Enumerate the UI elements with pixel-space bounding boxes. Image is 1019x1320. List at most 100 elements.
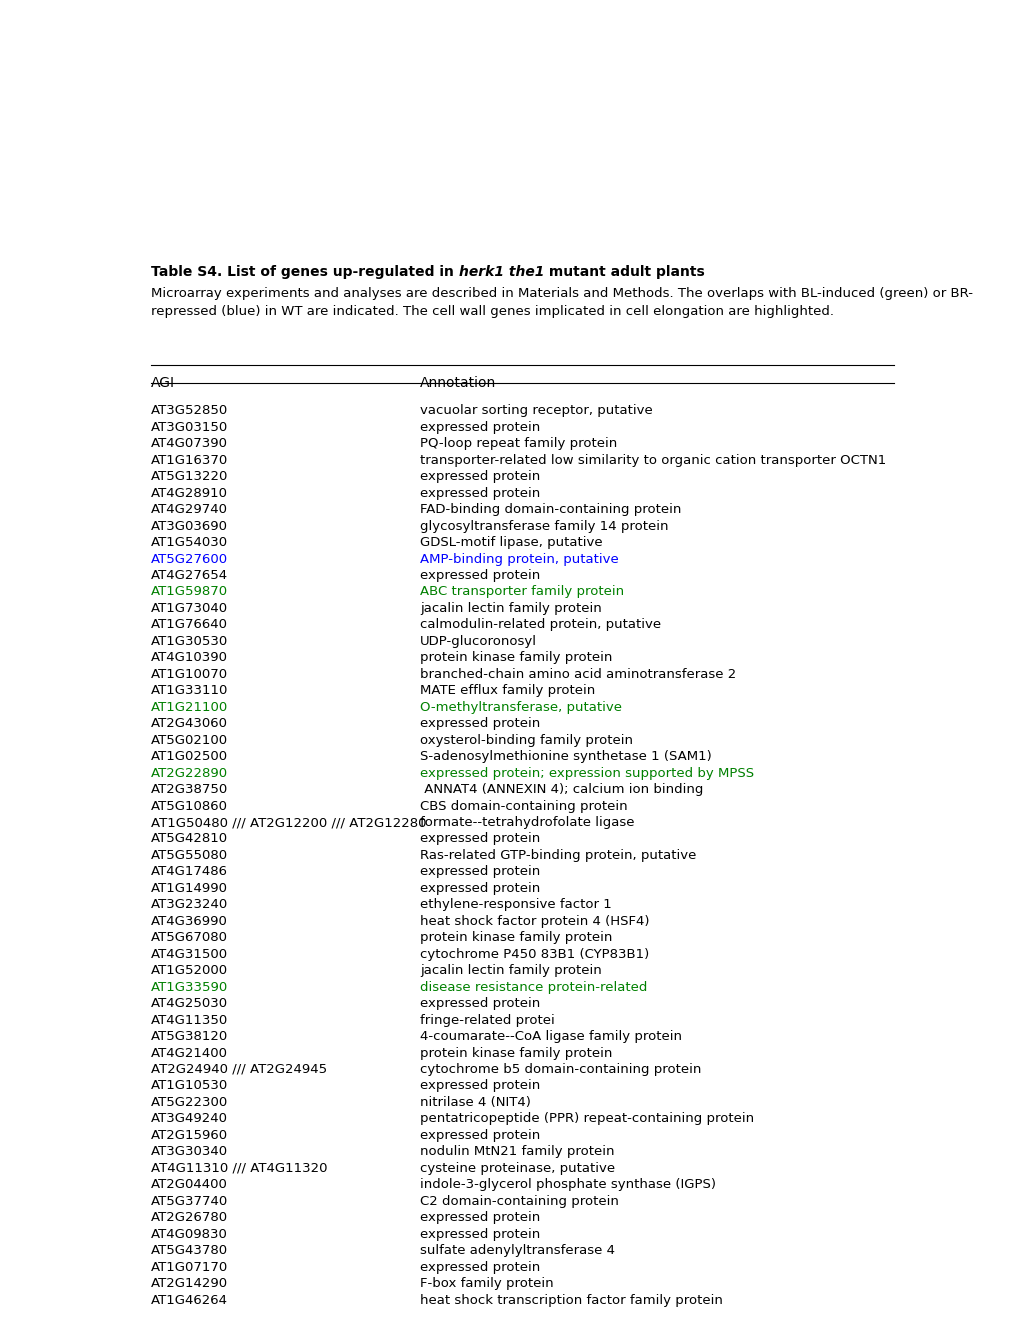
Text: AT1G21100: AT1G21100 [151, 701, 228, 714]
Text: expressed protein: expressed protein [420, 1129, 540, 1142]
Text: UDP-glucoronosyl: UDP-glucoronosyl [420, 635, 536, 648]
Text: AT1G50480 /// AT2G12200 /// AT2G12280: AT1G50480 /// AT2G12200 /// AT2G12280 [151, 816, 426, 829]
Text: AT5G42810: AT5G42810 [151, 833, 228, 846]
Text: AT3G49240: AT3G49240 [151, 1113, 228, 1126]
Text: AT5G22300: AT5G22300 [151, 1096, 228, 1109]
Text: expressed protein: expressed protein [420, 1228, 540, 1241]
Text: protein kinase family protein: protein kinase family protein [420, 651, 611, 664]
Text: fringe-related protei: fringe-related protei [420, 1014, 554, 1027]
Text: expressed protein: expressed protein [420, 569, 540, 582]
Text: expressed protein: expressed protein [420, 833, 540, 846]
Text: repressed (blue) in WT are indicated. The cell wall genes implicated in cell elo: repressed (blue) in WT are indicated. Th… [151, 305, 834, 318]
Text: AT5G02100: AT5G02100 [151, 734, 228, 747]
Text: expressed protein: expressed protein [420, 487, 540, 500]
Text: AT2G43060: AT2G43060 [151, 717, 228, 730]
Text: O-methyltransferase, putative: O-methyltransferase, putative [420, 701, 622, 714]
Text: Ras-related GTP-binding protein, putative: Ras-related GTP-binding protein, putativ… [420, 849, 696, 862]
Text: nitrilase 4 (NIT4): nitrilase 4 (NIT4) [420, 1096, 530, 1109]
Text: oxysterol-binding family protein: oxysterol-binding family protein [420, 734, 633, 747]
Text: AT4G21400: AT4G21400 [151, 1047, 228, 1060]
Text: AT3G03150: AT3G03150 [151, 421, 228, 434]
Text: formate--tetrahydrofolate ligase: formate--tetrahydrofolate ligase [420, 816, 634, 829]
Text: 4-coumarate--CoA ligase family protein: 4-coumarate--CoA ligase family protein [420, 1030, 682, 1043]
Text: AT4G29740: AT4G29740 [151, 503, 228, 516]
Text: AT4G28910: AT4G28910 [151, 487, 228, 500]
Text: AT4G07390: AT4G07390 [151, 437, 228, 450]
Text: branched-chain amino acid aminotransferase 2: branched-chain amino acid aminotransfera… [420, 668, 736, 681]
Text: PQ-loop repeat family protein: PQ-loop repeat family protein [420, 437, 616, 450]
Text: AT3G52850: AT3G52850 [151, 404, 228, 417]
Text: AT1G46264: AT1G46264 [151, 1294, 228, 1307]
Text: AT4G36990: AT4G36990 [151, 915, 228, 928]
Text: nodulin MtN21 family protein: nodulin MtN21 family protein [420, 1146, 613, 1159]
Text: Annotation: Annotation [420, 376, 496, 389]
Text: AT1G33110: AT1G33110 [151, 684, 228, 697]
Text: AT2G26780: AT2G26780 [151, 1212, 228, 1224]
Text: expressed protein: expressed protein [420, 866, 540, 878]
Text: ABC transporter family protein: ABC transporter family protein [420, 586, 624, 598]
Text: expressed protein: expressed protein [420, 1080, 540, 1093]
Text: expressed protein: expressed protein [420, 717, 540, 730]
Text: vacuolar sorting receptor, putative: vacuolar sorting receptor, putative [420, 404, 652, 417]
Text: AT5G37740: AT5G37740 [151, 1195, 228, 1208]
Text: AT3G23240: AT3G23240 [151, 899, 228, 911]
Text: AT4G17486: AT4G17486 [151, 866, 228, 878]
Text: AT4G10390: AT4G10390 [151, 651, 228, 664]
Text: cytochrome P450 83B1 (CYP83B1): cytochrome P450 83B1 (CYP83B1) [420, 948, 649, 961]
Text: AT2G24940 /// AT2G24945: AT2G24940 /// AT2G24945 [151, 1063, 327, 1076]
Text: AT4G31500: AT4G31500 [151, 948, 228, 961]
Text: AT1G10070: AT1G10070 [151, 668, 228, 681]
Text: AT1G02500: AT1G02500 [151, 750, 228, 763]
Text: AT1G14990: AT1G14990 [151, 882, 228, 895]
Text: AT3G03690: AT3G03690 [151, 520, 228, 533]
Text: AT2G22890: AT2G22890 [151, 767, 228, 780]
Text: AT5G43780: AT5G43780 [151, 1245, 228, 1257]
Text: ANNAT4 (ANNEXIN 4); calcium ion binding: ANNAT4 (ANNEXIN 4); calcium ion binding [420, 783, 703, 796]
Text: AT3G30340: AT3G30340 [151, 1146, 228, 1159]
Text: cysteine proteinase, putative: cysteine proteinase, putative [420, 1162, 614, 1175]
Text: expressed protein: expressed protein [420, 1261, 540, 1274]
Text: AT2G04400: AT2G04400 [151, 1179, 228, 1191]
Text: F-box family protein: F-box family protein [420, 1276, 553, 1290]
Text: AT5G67080: AT5G67080 [151, 932, 228, 944]
Text: jacalin lectin family protein: jacalin lectin family protein [420, 602, 601, 615]
Text: AT4G27654: AT4G27654 [151, 569, 228, 582]
Text: AGI: AGI [151, 376, 175, 389]
Text: AT5G13220: AT5G13220 [151, 470, 228, 483]
Text: pentatricopeptide (PPR) repeat-containing protein: pentatricopeptide (PPR) repeat-containin… [420, 1113, 753, 1126]
Text: AMP-binding protein, putative: AMP-binding protein, putative [420, 553, 619, 565]
Text: transporter-related low similarity to organic cation transporter OCTN1: transporter-related low similarity to or… [420, 454, 886, 467]
Text: disease resistance protein-related: disease resistance protein-related [420, 981, 647, 994]
Text: AT4G09830: AT4G09830 [151, 1228, 228, 1241]
Text: AT1G73040: AT1G73040 [151, 602, 228, 615]
Text: ethylene-responsive factor 1: ethylene-responsive factor 1 [420, 899, 611, 911]
Text: AT1G52000: AT1G52000 [151, 964, 228, 977]
Text: AT5G55080: AT5G55080 [151, 849, 228, 862]
Text: MATE efflux family protein: MATE efflux family protein [420, 684, 595, 697]
Text: Microarray experiments and analyses are described in Materials and Methods. The : Microarray experiments and analyses are … [151, 288, 972, 301]
Text: Table S4. List of genes up-regulated in: Table S4. List of genes up-regulated in [151, 265, 459, 279]
Text: S-adenosylmethionine synthetase 1 (SAM1): S-adenosylmethionine synthetase 1 (SAM1) [420, 750, 711, 763]
Text: AT5G27600: AT5G27600 [151, 553, 228, 565]
Text: AT4G11350: AT4G11350 [151, 1014, 228, 1027]
Text: herk1 the1: herk1 the1 [459, 265, 544, 279]
Text: expressed protein; expression supported by MPSS: expressed protein; expression supported … [420, 767, 753, 780]
Text: sulfate adenylyltransferase 4: sulfate adenylyltransferase 4 [420, 1245, 614, 1257]
Text: AT1G16370: AT1G16370 [151, 454, 228, 467]
Text: AT1G33590: AT1G33590 [151, 981, 228, 994]
Text: heat shock factor protein 4 (HSF4): heat shock factor protein 4 (HSF4) [420, 915, 649, 928]
Text: C2 domain-containing protein: C2 domain-containing protein [420, 1195, 619, 1208]
Text: AT1G54030: AT1G54030 [151, 536, 228, 549]
Text: expressed protein: expressed protein [420, 1212, 540, 1224]
Text: jacalin lectin family protein: jacalin lectin family protein [420, 964, 601, 977]
Text: glycosyltransferase family 14 protein: glycosyltransferase family 14 protein [420, 520, 667, 533]
Text: AT1G07170: AT1G07170 [151, 1261, 228, 1274]
Text: indole-3-glycerol phosphate synthase (IGPS): indole-3-glycerol phosphate synthase (IG… [420, 1179, 715, 1191]
Text: mutant adult plants: mutant adult plants [544, 265, 704, 279]
Text: expressed protein: expressed protein [420, 997, 540, 1010]
Text: AT2G14290: AT2G14290 [151, 1276, 228, 1290]
Text: AT4G25030: AT4G25030 [151, 997, 228, 1010]
Text: protein kinase family protein: protein kinase family protein [420, 1047, 611, 1060]
Text: expressed protein: expressed protein [420, 882, 540, 895]
Text: expressed protein: expressed protein [420, 421, 540, 434]
